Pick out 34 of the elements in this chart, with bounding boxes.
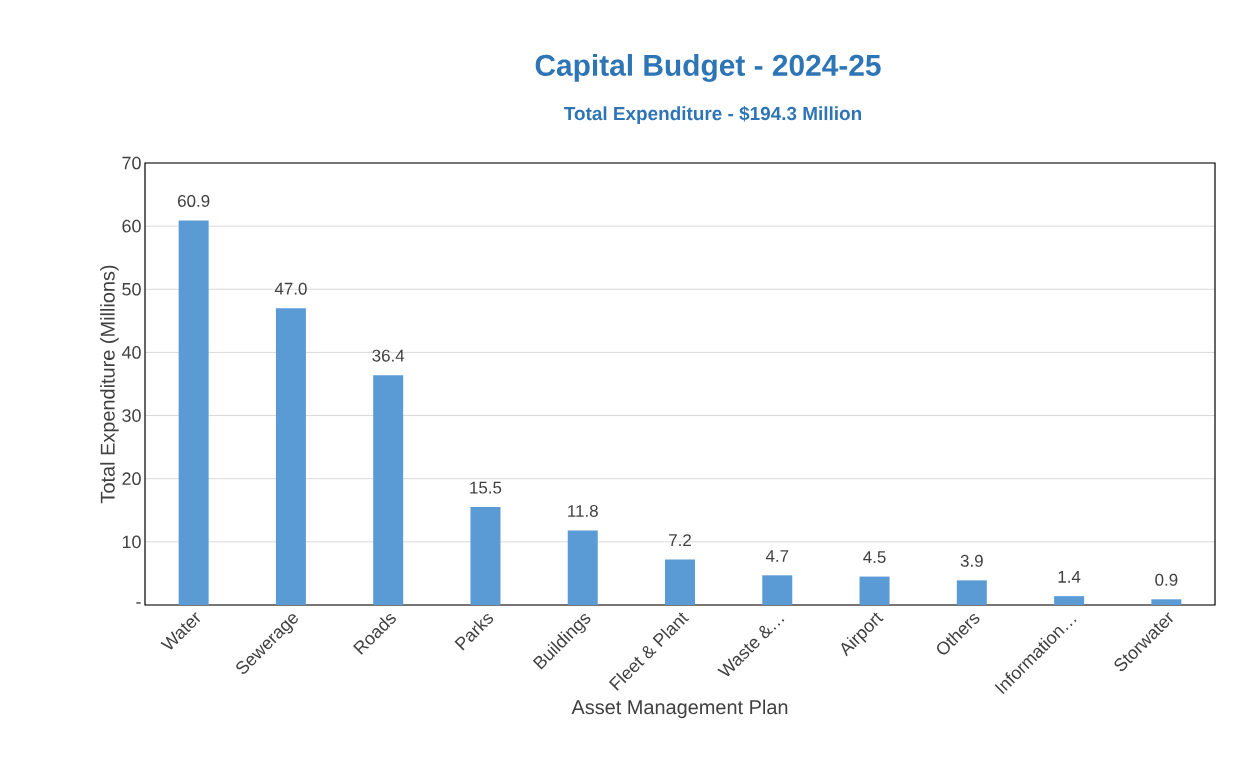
bar	[859, 576, 890, 605]
bar	[762, 575, 793, 605]
data-label: 3.9	[960, 554, 983, 567]
y-tick-label: 40	[121, 346, 141, 359]
data-label: 4.7	[765, 550, 789, 562]
bar	[956, 580, 987, 605]
data-label: 36.4	[372, 349, 405, 362]
x-axis-title: Asset Management Plan	[571, 699, 788, 719]
data-label: 11.8	[568, 504, 598, 517]
bar	[470, 507, 501, 605]
data-label: 15.5	[470, 481, 502, 494]
chart-title: Capital Budget - 2024-25	[535, 53, 881, 82]
data-label: 4.5	[863, 551, 886, 564]
y-tick-label: 60	[122, 219, 141, 233]
bar	[1151, 599, 1182, 605]
bar	[665, 559, 696, 605]
data-label: 47.0	[274, 282, 307, 295]
bar	[373, 375, 404, 605]
chart-subtitle: Total Expenditure - $194.3 Million	[564, 106, 862, 124]
y-tick-label: 50	[122, 282, 141, 296]
data-label: 1.4	[1058, 570, 1081, 583]
bar	[178, 220, 209, 605]
y-tick-label: -	[136, 602, 141, 604]
data-label: 0.9	[1155, 573, 1178, 586]
y-tick-label: 20	[122, 472, 141, 486]
data-label: 7.2	[669, 534, 691, 546]
bar	[275, 308, 306, 605]
y-tick-label: 30	[122, 409, 141, 422]
y-axis-title: Total Expenditure (Millions)	[100, 265, 119, 504]
y-tick-label: 10	[122, 535, 141, 549]
y-tick-label: 70	[122, 156, 141, 170]
bar	[567, 530, 598, 605]
bar	[1054, 596, 1085, 605]
data-label: 60.9	[178, 194, 210, 207]
